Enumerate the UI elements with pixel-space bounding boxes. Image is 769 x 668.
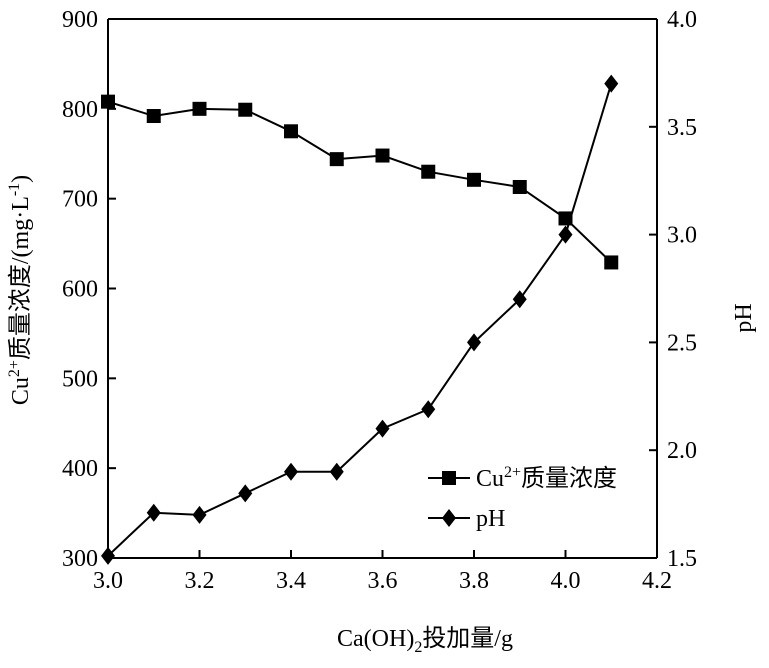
right-y-tick-label: 3.5 bbox=[667, 115, 697, 141]
point-ph bbox=[421, 400, 436, 419]
point-cu bbox=[375, 148, 390, 163]
right-y-tick-label: 2.5 bbox=[667, 330, 697, 356]
legend-cu-marker bbox=[442, 471, 456, 485]
point-ph bbox=[467, 333, 481, 352]
left-y-tick-label: 800 bbox=[62, 97, 98, 123]
point-ph bbox=[238, 484, 253, 503]
x-tick-label: 3.4 bbox=[276, 568, 306, 594]
x-axis-title: Ca(OH)2投加量/g bbox=[337, 625, 513, 656]
point-cu bbox=[558, 211, 573, 226]
x-tick-label: 3.6 bbox=[368, 568, 398, 594]
right-y-axis-title: pH bbox=[731, 303, 757, 332]
right-y-tick-label: 4.0 bbox=[667, 7, 697, 33]
right-y-tick-label: 1.5 bbox=[667, 546, 697, 572]
point-cu bbox=[467, 172, 481, 187]
point-ph bbox=[284, 462, 298, 481]
left-y-axis-title: Cu2+质量浓度/(mg·L-1) bbox=[6, 175, 34, 405]
point-cu bbox=[238, 102, 253, 117]
point-cu bbox=[284, 124, 298, 139]
ticks-group: 3.0 3.2 3.4 3.6 3.8 4.0 4.2 300 400 500 600 700 800 9… bbox=[62, 7, 697, 594]
point-ph bbox=[192, 505, 207, 524]
legend-cu-label: Cu2+质量浓度 bbox=[476, 464, 617, 492]
point-cu bbox=[192, 101, 207, 116]
left-y-tick-label: 700 bbox=[62, 187, 98, 213]
left-y-tick-label: 900 bbox=[62, 7, 98, 33]
point-cu bbox=[329, 152, 344, 167]
point-ph bbox=[604, 74, 619, 93]
point-cu bbox=[146, 109, 161, 124]
series-line-ph bbox=[107, 83, 613, 557]
right-y-tick-label: 3.0 bbox=[667, 223, 697, 249]
x-tick-label: 3.8 bbox=[459, 568, 489, 594]
x-tick-label: 3.2 bbox=[185, 568, 215, 594]
point-cu bbox=[512, 179, 527, 194]
left-y-tick-label: 400 bbox=[62, 456, 98, 482]
legend: Cu2+质量浓度 pH bbox=[428, 464, 617, 532]
left-y-tick-label: 500 bbox=[62, 366, 98, 392]
x-tick-label: 4.2 bbox=[642, 568, 672, 594]
right-y-tick-label: 2.0 bbox=[667, 438, 697, 464]
left-y-tick-label: 600 bbox=[62, 277, 98, 303]
markers-group bbox=[101, 74, 619, 565]
legend-ph-label: pH bbox=[476, 506, 505, 532]
point-ph bbox=[558, 225, 573, 244]
point-ph bbox=[512, 290, 527, 309]
point-cu bbox=[604, 255, 619, 270]
x-tick-label: 3.0 bbox=[93, 568, 123, 594]
point-cu bbox=[101, 94, 115, 109]
series-line-cu bbox=[107, 100, 612, 264]
point-cu bbox=[421, 164, 436, 179]
x-tick-label: 4.0 bbox=[551, 568, 581, 594]
point-ph bbox=[329, 462, 344, 481]
left-y-tick-label: 300 bbox=[62, 546, 98, 572]
point-ph bbox=[101, 546, 115, 565]
legend-ph-marker bbox=[442, 509, 456, 527]
point-ph bbox=[146, 503, 161, 522]
series-lines-group bbox=[107, 83, 613, 557]
point-ph bbox=[375, 419, 390, 438]
